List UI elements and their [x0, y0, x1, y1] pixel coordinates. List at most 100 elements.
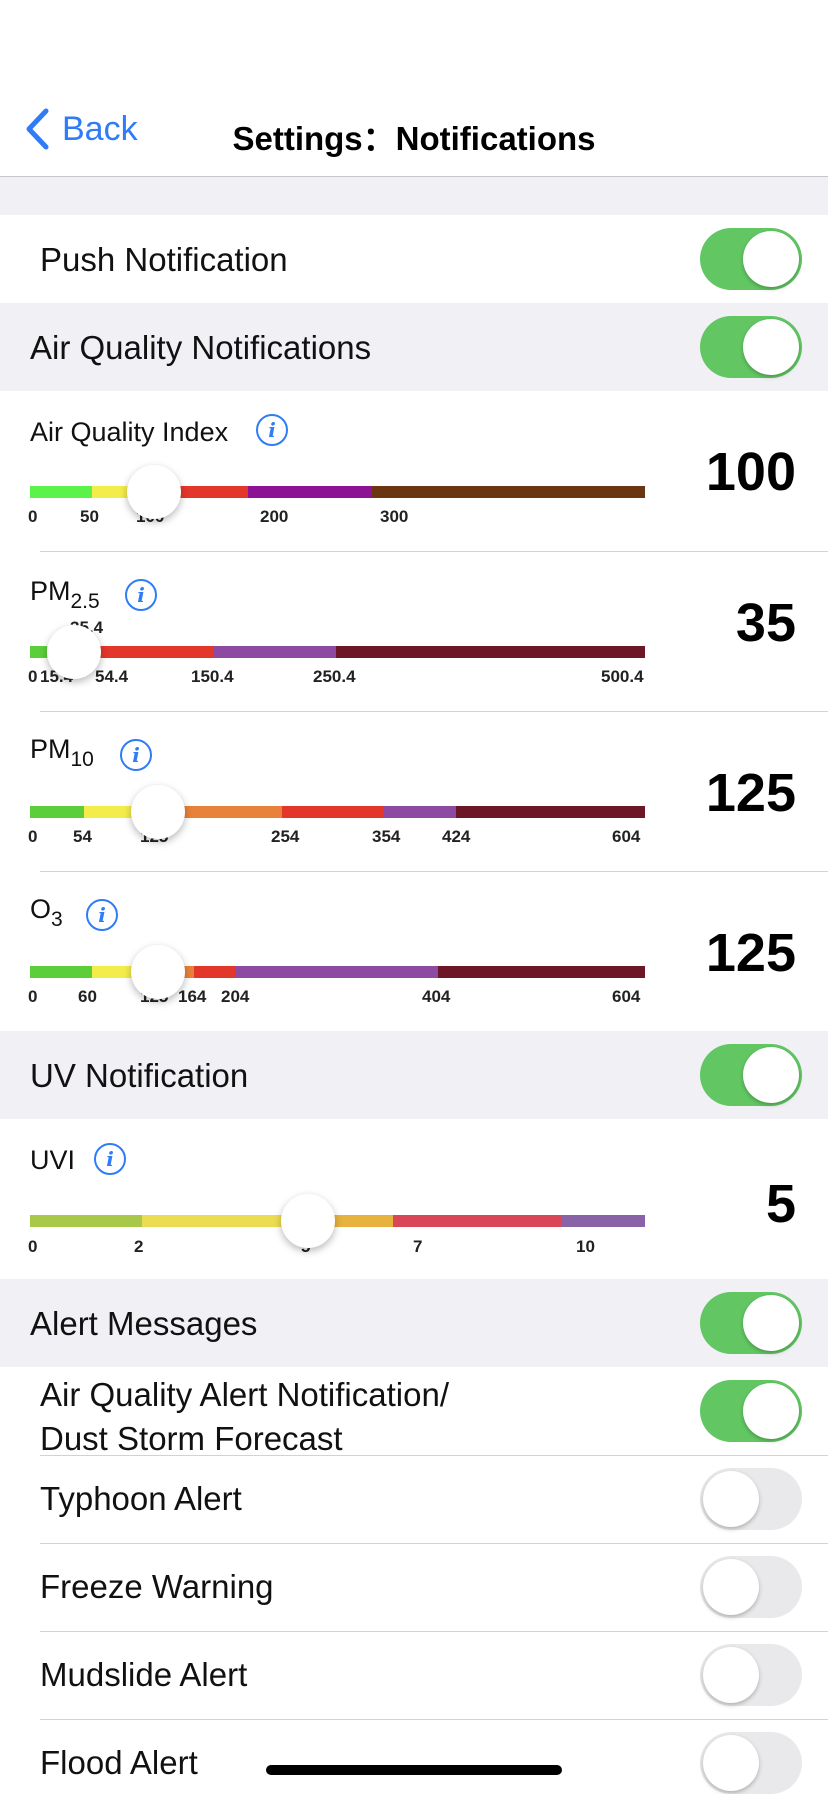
uvi-segment-extreme: [561, 1215, 645, 1227]
aqi-tick-labels: 0 50 100 200 300: [28, 507, 645, 531]
divider: [40, 871, 828, 872]
push-notification-toggle[interactable]: [700, 228, 802, 290]
mudslide-alert-label: Mudslide Alert: [40, 1656, 248, 1693]
home-indicator: [266, 1765, 562, 1775]
pm25-segment-good: [30, 646, 47, 658]
divider: [40, 551, 828, 552]
pm10-segment-hazardous: [456, 806, 645, 818]
mudslide-alert-toggle[interactable]: [700, 1644, 802, 1706]
o3-slider-thumb[interactable]: [131, 945, 185, 999]
tick-label: 604: [612, 827, 641, 846]
info-icon[interactable]: i: [94, 1143, 126, 1175]
back-button[interactable]: Back: [24, 108, 138, 150]
uvi-value: 5: [765, 1174, 796, 1234]
toggle-knob: [743, 319, 799, 375]
uvi-color-bar: [30, 1215, 645, 1227]
tick-label: 0: [28, 1237, 38, 1256]
o3-value: 125: [705, 923, 796, 983]
section-gap: [0, 177, 828, 215]
tick-label: 60: [78, 987, 97, 1006]
aqi-value: 100: [705, 442, 796, 502]
divider: [40, 711, 828, 712]
pm10-tick-labels: 0 54 125 254 354 424 604: [28, 827, 645, 851]
o3-tick-labels: 0 60 125 164 204 404 604: [28, 987, 645, 1011]
divider: [40, 1631, 828, 1632]
pm10-segment-usg: [154, 806, 282, 818]
air-quality-notifications-label: Air Quality Notifications: [30, 329, 372, 366]
tick-label: 300: [380, 507, 409, 526]
tick-label: 424: [442, 827, 471, 846]
uvi-segment-moderate: [142, 1215, 309, 1227]
info-icon[interactable]: i: [125, 579, 157, 611]
pm10-value: 125: [705, 763, 796, 823]
aqi-label: Air Quality Index: [30, 417, 229, 447]
uvi-segment-low: [30, 1215, 142, 1227]
info-icon[interactable]: i: [256, 414, 288, 446]
flood-alert-row: Flood Alert: [0, 1720, 828, 1794]
tick-label: 200: [260, 507, 289, 526]
divider: [40, 1543, 828, 1544]
o3-segment-unhealthy: [194, 966, 235, 978]
o3-segment-good: [30, 966, 92, 978]
uvi-slider-section: UVI i 0 2 5 7 10 5: [0, 1119, 828, 1279]
toggle-knob: [703, 1471, 759, 1527]
freeze-warning-row: Freeze Warning: [0, 1544, 828, 1632]
push-notification-label: Push Notification: [40, 241, 288, 278]
aqi-segment-hazardous: [372, 486, 645, 498]
pm25-value: 35: [735, 593, 796, 653]
chevron-left-icon: [26, 108, 49, 150]
pm25-slider-thumb[interactable]: [47, 625, 101, 679]
info-icon[interactable]: i: [86, 899, 118, 931]
flood-alert-label: Flood Alert: [40, 1744, 198, 1781]
toggle-knob: [743, 1383, 799, 1439]
mudslide-alert-row: Mudslide Alert: [0, 1632, 828, 1720]
typhoon-alert-toggle[interactable]: [700, 1468, 802, 1530]
aq-alert-toggle[interactable]: [700, 1380, 802, 1442]
toggle-knob: [703, 1735, 759, 1791]
aq-alert-row: Air Quality Alert Notification/Dust Stor…: [0, 1367, 828, 1457]
air-quality-notifications-toggle[interactable]: [700, 316, 802, 378]
typhoon-alert-label: Typhoon Alert: [40, 1480, 242, 1517]
uv-notification-toggle[interactable]: [700, 1044, 802, 1106]
tick-label: 204: [221, 987, 250, 1006]
tick-label: 10: [576, 1237, 595, 1256]
o3-slider-section: O3 i 0 60 125 164 204 404 604 125: [0, 872, 828, 1031]
page-title: Settings：Notifications: [232, 120, 596, 157]
alert-messages-toggle[interactable]: [700, 1292, 802, 1354]
tick-label: 164: [178, 987, 207, 1006]
aqi-segment-good: [30, 486, 92, 498]
flood-alert-toggle[interactable]: [700, 1732, 802, 1794]
push-notification-row: Push Notification: [0, 215, 828, 303]
pm25-label: PM2.5: [30, 576, 100, 613]
uvi-label: UVI: [30, 1145, 76, 1175]
divider: [40, 1455, 828, 1456]
uvi-slider-thumb[interactable]: [281, 1194, 335, 1248]
aqi-slider-thumb[interactable]: [127, 465, 181, 519]
pm25-tick-labels: 0 15.4 54.4 150.4 250.4 500.4: [28, 667, 645, 691]
tick-label: 50: [80, 507, 99, 526]
o3-segment-very-unhealthy: [235, 966, 438, 978]
aq-alert-label: Air Quality Alert Notification/Dust Stor…: [40, 1376, 449, 1457]
typhoon-alert-row: Typhoon Alert: [0, 1456, 828, 1544]
divider: [40, 1719, 828, 1720]
info-icon[interactable]: i: [120, 739, 152, 771]
tick-label: 250.4: [313, 667, 356, 686]
pm10-slider-thumb[interactable]: [131, 785, 185, 839]
pm25-segment-unhealthy: [89, 646, 213, 658]
pm10-segment-good: [30, 806, 84, 818]
tick-label: 254: [271, 827, 300, 846]
o3-color-bar: [30, 966, 645, 978]
pm10-label: PM10: [30, 734, 94, 771]
aqi-color-bar: [30, 486, 645, 498]
tick-label: 500.4: [601, 667, 644, 686]
uv-notification-label: UV Notification: [30, 1057, 249, 1094]
pm10-segment-unhealthy: [282, 806, 384, 818]
pm25-slider-section: PM2.5 i 35.4 0 15.4 54.4 150.4 250.4 500…: [0, 552, 828, 711]
tick-label: 54: [73, 827, 92, 846]
aqi-segment-very-unhealthy: [248, 486, 372, 498]
freeze-warning-toggle[interactable]: [700, 1556, 802, 1618]
pm10-color-bar: [30, 806, 645, 818]
tick-label: 0: [28, 667, 38, 686]
pm25-segment-very-unhealthy: [213, 646, 336, 658]
tick-label: 7: [413, 1237, 423, 1256]
